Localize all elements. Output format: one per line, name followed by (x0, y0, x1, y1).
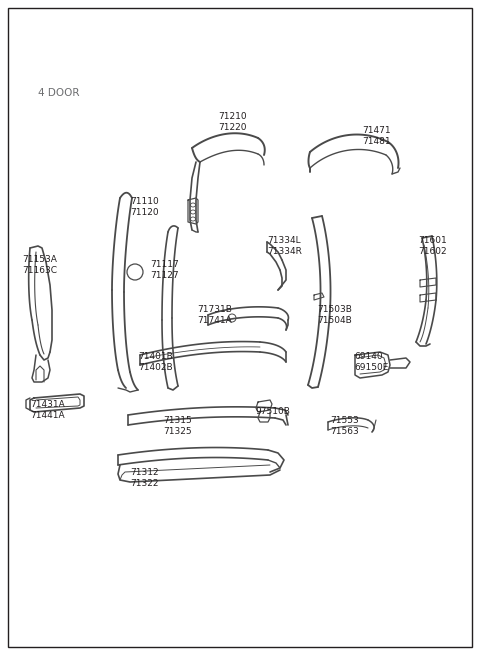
Text: 71431A
71441A: 71431A 71441A (30, 400, 65, 420)
Text: 71153A
71163C: 71153A 71163C (22, 255, 57, 275)
Text: 71553
71563: 71553 71563 (330, 416, 359, 436)
Text: 4 DOOR: 4 DOOR (38, 88, 80, 98)
Text: 71334L
71334R: 71334L 71334R (267, 236, 302, 256)
Text: 69140
69150E: 69140 69150E (354, 352, 388, 372)
Text: 71401B
71402B: 71401B 71402B (138, 352, 173, 372)
Text: 71471
71481: 71471 71481 (362, 126, 391, 146)
Text: 71601
71602: 71601 71602 (418, 236, 447, 256)
Text: 71210
71220: 71210 71220 (219, 112, 247, 132)
Text: 71312
71322: 71312 71322 (131, 468, 159, 488)
Text: 71110
71120: 71110 71120 (130, 197, 159, 217)
Text: 71503B
71504B: 71503B 71504B (317, 305, 352, 325)
Text: 97510B: 97510B (255, 407, 290, 416)
Text: 71117
71127: 71117 71127 (150, 260, 179, 280)
Text: 71731B
71741A: 71731B 71741A (197, 305, 232, 325)
Text: 71315
71325: 71315 71325 (163, 416, 192, 436)
